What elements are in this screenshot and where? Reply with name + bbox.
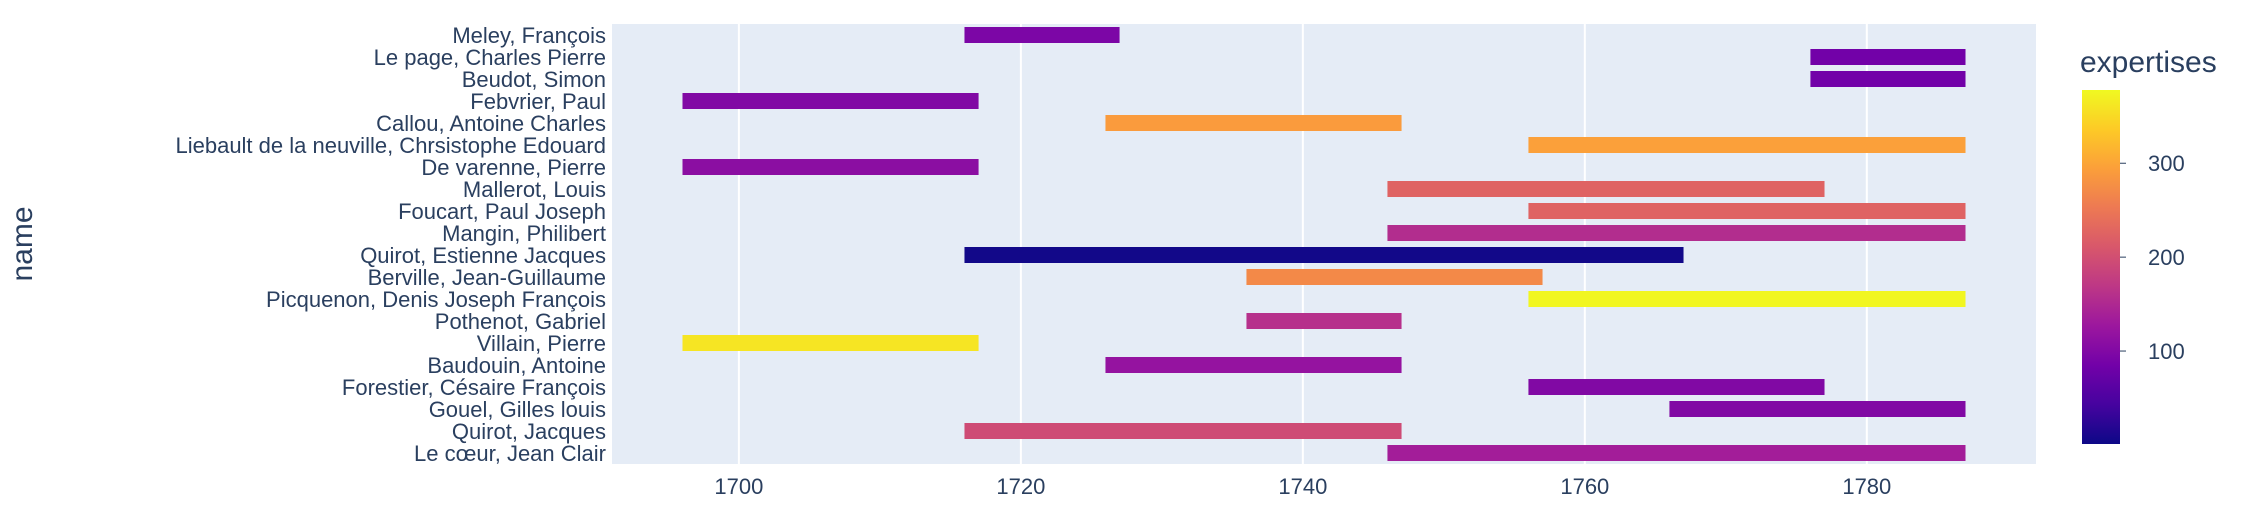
colorbar-tick-label: 100 xyxy=(2148,339,2185,364)
x-tick-label: 1740 xyxy=(1278,474,1327,499)
y-tick-label: Liebault de la neuville, Chrsistophe Edo… xyxy=(175,133,606,158)
bar xyxy=(1528,291,1966,307)
bar xyxy=(1810,71,1966,87)
x-tick-label: 1720 xyxy=(996,474,1045,499)
y-tick-label: Picquenon, Denis Joseph François xyxy=(266,287,606,312)
y-tick-label: Baudouin, Antoine xyxy=(427,353,606,378)
bar xyxy=(1387,181,1825,197)
x-tick-labels: 1700 1720 1740 1760 1780 xyxy=(714,474,1891,499)
y-tick-label: Pothenot, Gabriel xyxy=(435,309,606,334)
x-tick-label: 1760 xyxy=(1560,474,1609,499)
colorbar-tick-label: 300 xyxy=(2148,151,2185,176)
bar xyxy=(1528,379,1825,395)
y-tick-label: Febvrier, Paul xyxy=(470,89,606,114)
bar xyxy=(1105,115,1402,131)
bar xyxy=(1246,313,1402,329)
y-tick-label: Forestier, Césaire François xyxy=(342,375,606,400)
y-tick-label: Le page, Charles Pierre xyxy=(374,45,606,70)
y-tick-label: Le cœur, Jean Clair xyxy=(414,441,606,466)
x-tick-label: 1780 xyxy=(1842,474,1891,499)
bar xyxy=(964,27,1120,43)
colorbar-tick-label: 200 xyxy=(2148,245,2185,270)
bar xyxy=(1528,203,1966,219)
y-tick-label: Quirot, Estienne Jacques xyxy=(360,243,606,268)
bar xyxy=(964,423,1402,439)
plot-background xyxy=(612,24,2036,464)
colorbar-title: expertises xyxy=(2080,46,2217,79)
y-tick-label: Villain, Pierre xyxy=(477,331,606,356)
bar xyxy=(964,247,1684,263)
y-tick-label: Beudot, Simon xyxy=(462,67,606,92)
y-tick-label: Meley, François xyxy=(452,23,606,48)
y-axis-title: name xyxy=(6,206,39,281)
bar xyxy=(1387,225,1966,241)
y-tick-label: Mangin, Philibert xyxy=(442,221,606,246)
y-tick-label: Gouel, Gilles louis xyxy=(429,397,606,422)
bar xyxy=(1528,137,1966,153)
colorbar-ticks: 100 200 300 xyxy=(2120,151,2185,364)
bar xyxy=(1669,401,1966,417)
y-tick-label: De varenne, Pierre xyxy=(421,155,606,180)
bar xyxy=(682,335,979,351)
colorbar xyxy=(2082,90,2120,444)
y-tick-label: Mallerot, Louis xyxy=(463,177,606,202)
bar xyxy=(1387,445,1966,461)
bar xyxy=(1246,269,1543,285)
bar xyxy=(682,159,979,175)
bar xyxy=(682,93,979,109)
bar xyxy=(1810,49,1966,65)
y-tick-label: Foucart, Paul Joseph xyxy=(398,199,606,224)
bar xyxy=(1105,357,1402,373)
y-tick-label: Quirot, Jacques xyxy=(452,419,606,444)
x-tick-label: 1700 xyxy=(714,474,763,499)
y-tick-label: Callou, Antoine Charles xyxy=(376,111,606,136)
bars xyxy=(682,27,1966,461)
y-tick-label: Berville, Jean-Guillaume xyxy=(368,265,606,290)
